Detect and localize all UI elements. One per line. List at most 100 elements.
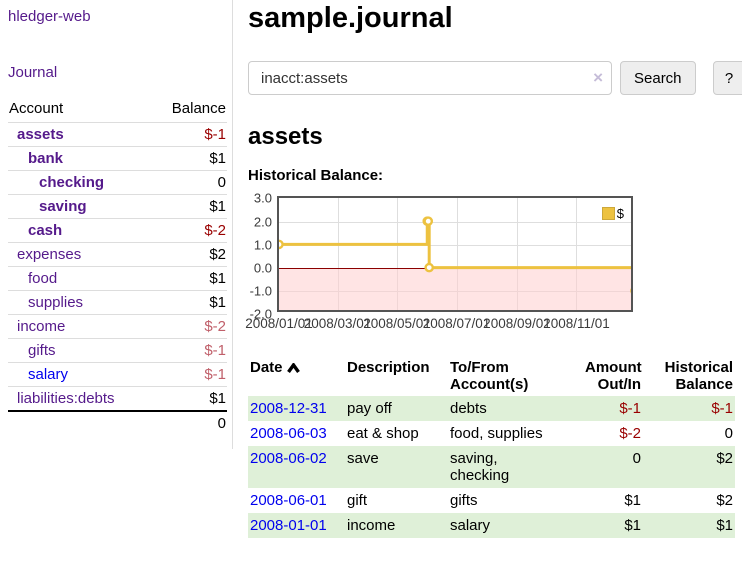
legend-swatch-dollar	[601, 207, 615, 221]
data-point	[423, 216, 434, 227]
account-balance: $1	[151, 290, 227, 315]
historical-balance-chart: 3.0 2.0 1.0 0.0 -1.0 -2.0 $ 2008/01/01 2008/03…	[245, 190, 728, 335]
search-bar: × Search ?	[248, 61, 742, 96]
app-title-link[interactable]: hledger-web	[8, 8, 91, 25]
account-link-gifts[interactable]: gifts	[28, 342, 56, 359]
account-link-assets[interactable]: assets	[17, 126, 64, 143]
sidebar: hledger-web Journal Account Balance asse…	[0, 0, 233, 449]
account-row: assets $-1	[8, 122, 227, 147]
transaction-balance: 0	[724, 425, 733, 443]
account-row: saving $1	[8, 194, 227, 219]
transaction-row: 2008-06-03 eat & shop food, supplies $-2 0	[248, 421, 735, 446]
account-link-supplies[interactable]: supplies	[28, 294, 84, 311]
x-tick-label: 2008/07/01	[422, 316, 491, 332]
account-balance: 0	[151, 170, 227, 195]
sidebar-item-journal[interactable]: Journal	[8, 64, 58, 81]
register-col-description: Description	[347, 359, 430, 377]
gridline	[456, 198, 458, 311]
account-link-liabilities-debts[interactable]: liabilities:debts	[17, 390, 115, 407]
transaction-description: eat & shop	[347, 425, 419, 443]
transaction-row: 2008-06-01 gift gifts $1 $2	[248, 488, 735, 513]
gridline	[337, 198, 339, 311]
transaction-date-link[interactable]: 2008-06-01	[250, 492, 327, 510]
register-col-amount: Amount Out/In	[585, 359, 642, 394]
transaction-amount: $-2	[619, 425, 641, 443]
account-link-bank[interactable]: bank	[28, 150, 64, 167]
gridline	[279, 221, 631, 223]
y-tick-label: -1.0	[249, 283, 272, 299]
register-col-accounts: To/From Account(s)	[450, 359, 529, 394]
register-col-date[interactable]: Date	[248, 356, 345, 396]
account-balance: $1	[151, 386, 227, 411]
transaction-date-link[interactable]: 2008-06-02	[250, 450, 327, 468]
transaction-balance: $2	[716, 492, 733, 510]
transaction-description: income	[347, 517, 396, 535]
accounts-col-account: Account	[9, 100, 64, 117]
gridline	[576, 198, 578, 311]
help-button[interactable]: ?	[712, 61, 742, 96]
y-tick-label: 1.0	[253, 237, 272, 253]
gridline	[397, 198, 399, 311]
transaction-accounts: salary	[450, 517, 491, 535]
search-input[interactable]	[248, 61, 612, 96]
sort-ascending-icon	[286, 360, 300, 377]
transaction-amount: $1	[624, 492, 641, 510]
account-link-income[interactable]: income	[17, 318, 66, 335]
accounts-col-balance: Balance	[171, 100, 226, 117]
transaction-amount: $-1	[619, 400, 641, 418]
y-tick-label: 3.0	[253, 190, 272, 206]
transaction-date-link[interactable]: 2008-12-31	[250, 400, 327, 418]
account-link-cash[interactable]: cash	[28, 222, 63, 239]
account-link-checking[interactable]: checking	[39, 174, 105, 191]
transaction-description: save	[347, 450, 379, 468]
gridline	[279, 244, 631, 246]
page-title: sample.journal	[248, 2, 453, 34]
x-tick-label: 2008/03/01	[303, 316, 372, 332]
y-tick-label: 2.0	[253, 214, 272, 230]
transaction-accounts: debts	[450, 400, 487, 418]
transaction-amount: $1	[624, 517, 641, 535]
transaction-row: 2008-01-01 income salary $1 $1	[248, 513, 735, 539]
account-balance: $1	[151, 266, 227, 291]
chart-legend: $	[599, 205, 626, 223]
account-balance: $2	[151, 242, 227, 267]
app-window: hledger-web Journal Account Balance asse…	[0, 0, 742, 539]
x-tick-label: 2008/11/01	[543, 316, 610, 332]
register-table: Date Description To/From Account(s) Amou…	[248, 356, 735, 539]
chart-plot-area: $	[277, 196, 633, 313]
account-link-salary[interactable]: salary	[28, 366, 69, 383]
account-row: bank $1	[8, 146, 227, 171]
negative-region	[279, 267, 631, 311]
x-tick-label: 2008/09/01	[483, 316, 551, 332]
x-tick-label: 2008/05/01	[363, 316, 431, 332]
gridline	[516, 198, 518, 311]
clear-search-icon[interactable]: ×	[593, 68, 603, 88]
account-balance: $-2	[151, 218, 227, 243]
account-row: income $-2	[8, 314, 227, 339]
legend-label: $	[616, 206, 624, 222]
account-balance: $-1	[151, 338, 227, 363]
account-row: expenses $2	[8, 242, 227, 267]
chart-title: Historical Balance:	[248, 167, 384, 185]
transaction-date-link[interactable]: 2008-01-01	[250, 517, 327, 535]
account-link-expenses[interactable]: expenses	[17, 246, 82, 263]
account-row: cash $-2	[8, 218, 227, 243]
account-balance: $1	[151, 194, 227, 219]
accounts-table: Account Balance assets $-1 bank $1 checking 0…	[8, 97, 227, 435]
x-tick-label: 2008/01/01	[245, 316, 313, 332]
y-tick-label: 0.0	[253, 260, 272, 276]
account-balance: $-1	[151, 122, 227, 147]
main-content: sample.journal × Search ? assets Histori…	[233, 0, 742, 539]
account-link-saving[interactable]: saving	[39, 198, 87, 215]
series-line	[279, 216, 631, 294]
account-row: gifts $-1	[8, 338, 227, 363]
transaction-accounts: food, supplies	[450, 425, 543, 443]
y-tick-label: -2.0	[249, 306, 272, 322]
transaction-description: gift	[347, 492, 368, 510]
account-link-food[interactable]: food	[28, 270, 58, 287]
transaction-row: 2008-12-31 pay off debts $-1 $-1	[248, 396, 735, 422]
data-point	[279, 239, 284, 250]
search-button[interactable]: Search	[620, 61, 696, 96]
transaction-date-link[interactable]: 2008-06-03	[250, 425, 327, 443]
data-point	[424, 263, 435, 273]
